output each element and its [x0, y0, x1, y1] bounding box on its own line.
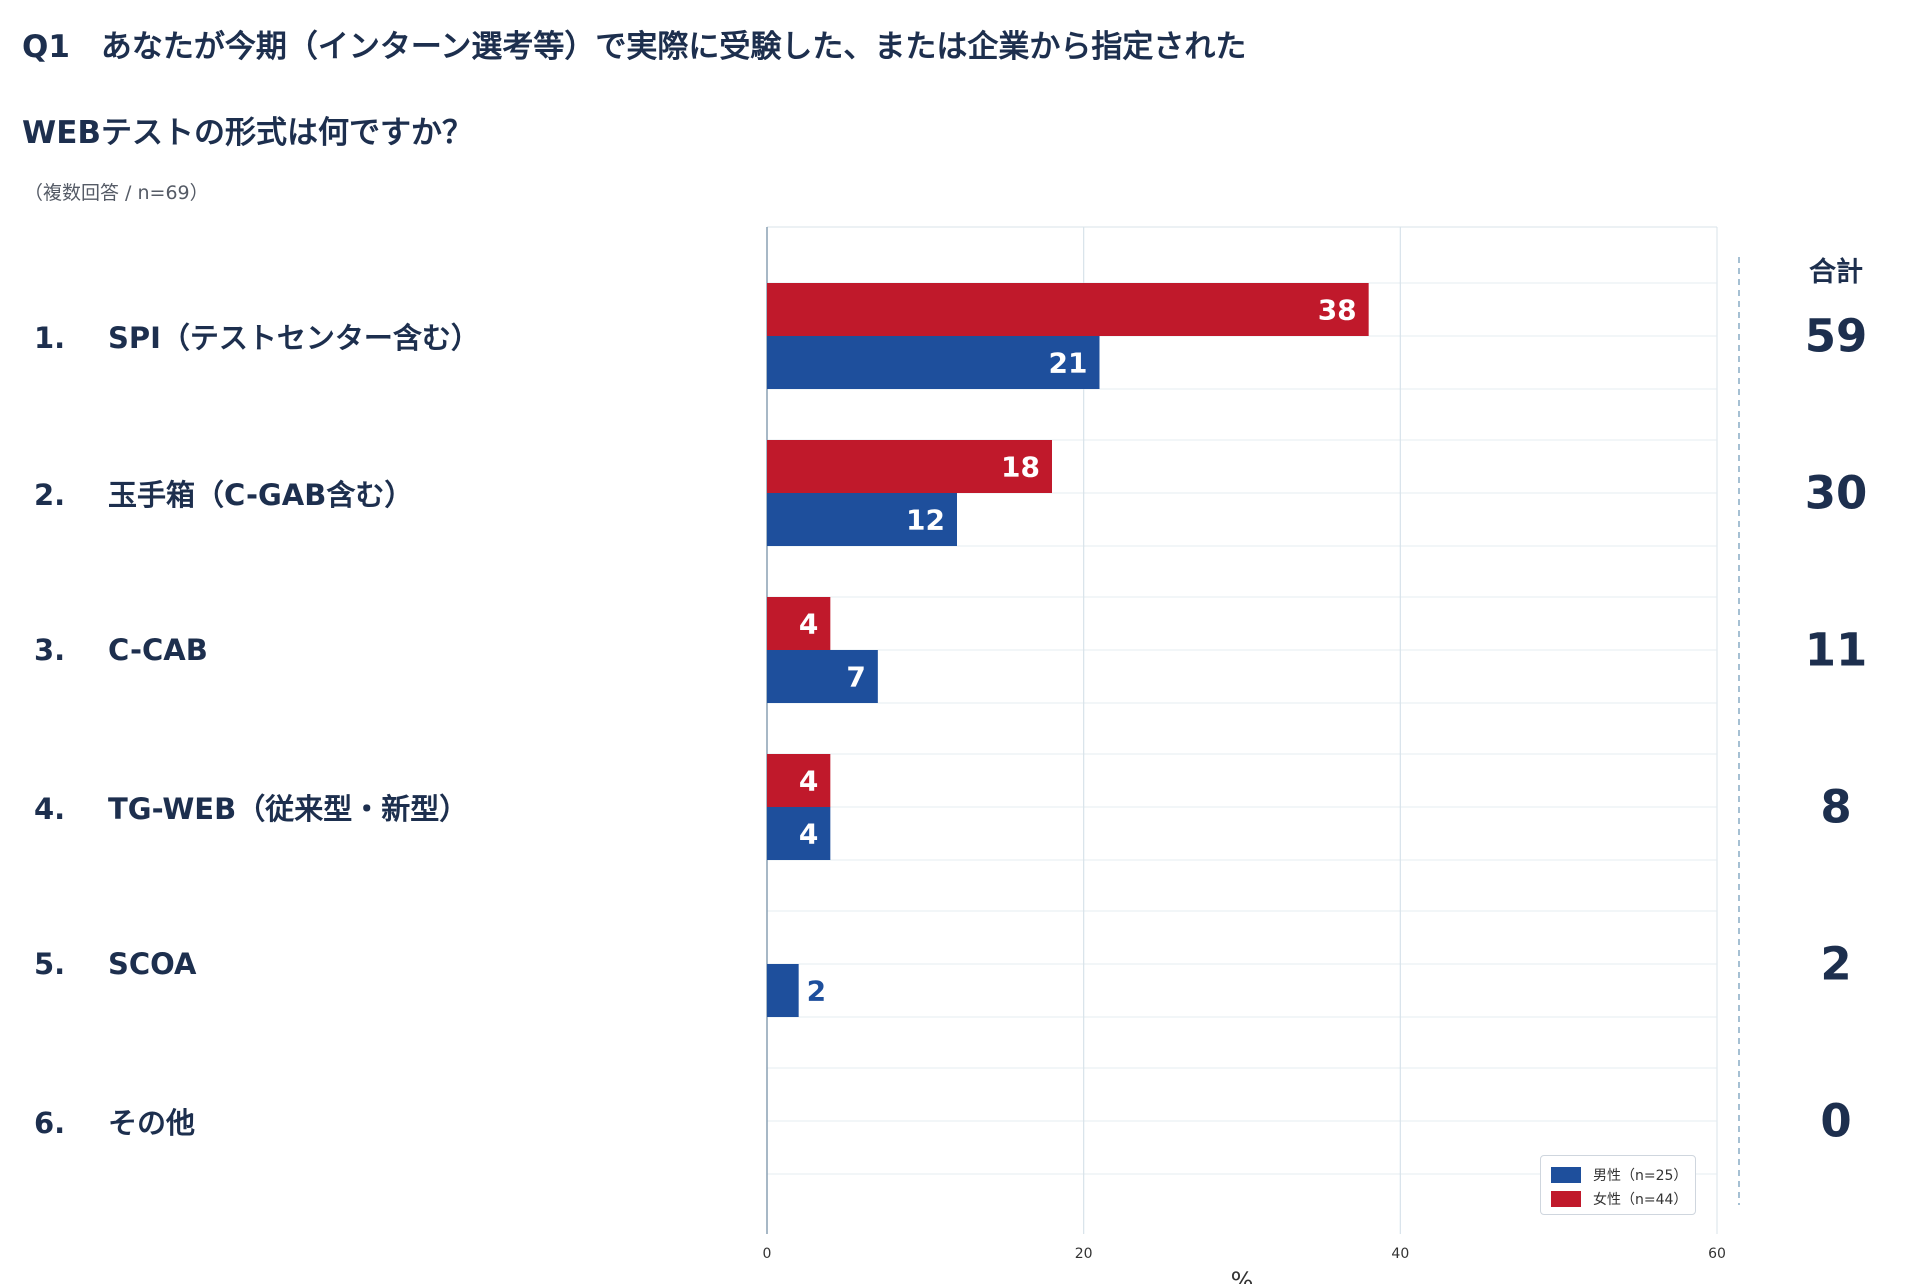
category-text: C-CAB: [108, 633, 208, 667]
bar-value-male-5: 2: [807, 975, 826, 1008]
total-value: 59: [1804, 309, 1868, 363]
x-tick-label-0: 0: [763, 1246, 772, 1262]
category-text: SCOA: [108, 947, 197, 981]
legend-item-female: 女性（n=44）: [1551, 1189, 1687, 1209]
category-text: 玉手箱（C-GAB含む）: [108, 478, 414, 512]
category-number: 3.: [34, 633, 66, 667]
bar-male-5: [767, 964, 799, 1017]
question-title: Q1 あなたが今期（インターン選考等）で実際に受験した、または企業から指定された…: [22, 4, 1322, 176]
bar-female-4: [767, 754, 831, 807]
legend-swatch-male: [1551, 1167, 1581, 1183]
category-text: その他: [108, 1106, 196, 1140]
bar-male-4: [767, 807, 831, 860]
category-label: 6. その他: [34, 1100, 195, 1142]
question-title-line-2: WEBテストの形式は何ですか？: [22, 115, 473, 151]
bar-female-3: [767, 597, 831, 650]
category-label: 3. C-CAB: [34, 633, 208, 667]
bar-value-male-3: 7: [846, 661, 865, 694]
total-value: 0: [1820, 1094, 1852, 1148]
chart-legend: 男性（n=25） 女性（n=44）: [1540, 1155, 1696, 1215]
bar-female-1: [767, 283, 1369, 336]
category-number: 4.: [34, 792, 66, 826]
category-label: 2. 玉手箱（C-GAB含む）: [34, 472, 413, 514]
bar-value-male-1: 21: [1049, 347, 1088, 380]
total-value: 8: [1820, 780, 1852, 834]
bar-female-2: [767, 440, 1052, 493]
total-header: 合計: [1809, 257, 1863, 288]
legend-item-male: 男性（n=25）: [1551, 1165, 1687, 1185]
legend-swatch-female: [1551, 1191, 1581, 1207]
category-number: 2.: [34, 478, 66, 512]
total-value: 2: [1820, 937, 1852, 991]
category-label: 1. SPI（テストセンター含む）: [34, 315, 480, 357]
bar-value-female-4: 4: [799, 765, 818, 798]
question-title-line-1: Q1 あなたが今期（インターン選考等）で実際に受験した、または企業から指定された: [22, 29, 1247, 65]
category-text: SPI（テストセンター含む）: [108, 321, 480, 355]
category-text: TG-WEB（従来型・新型）: [108, 792, 469, 826]
category-number: 1.: [34, 321, 66, 355]
bar-value-male-4: 4: [799, 818, 818, 851]
x-axis-label: %: [1231, 1267, 1254, 1284]
response-note: （複数回答 / n=69）: [24, 182, 209, 204]
total-value: 11: [1804, 623, 1868, 677]
legend-label-male: 男性（n=25）: [1593, 1168, 1688, 1184]
category-label: 4. TG-WEB（従来型・新型）: [34, 786, 468, 828]
bar-value-female-2: 18: [1001, 451, 1040, 484]
category-number: 6.: [34, 1106, 66, 1140]
bar-value-female-1: 38: [1318, 294, 1357, 327]
bar-male-3: [767, 650, 878, 703]
legend-label-female: 女性（n=44）: [1593, 1192, 1688, 1208]
x-tick-label-40: 40: [1391, 1246, 1409, 1262]
category-label: 5. SCOA: [34, 947, 197, 981]
bar-value-female-3: 4: [799, 608, 818, 641]
bar-male-1: [767, 336, 1100, 389]
category-number: 5.: [34, 947, 66, 981]
bar-male-2: [767, 493, 957, 546]
x-tick-label-60: 60: [1708, 1246, 1726, 1262]
x-tick-label-20: 20: [1075, 1246, 1093, 1262]
bar-value-male-2: 12: [906, 504, 945, 537]
total-value: 30: [1804, 466, 1868, 520]
